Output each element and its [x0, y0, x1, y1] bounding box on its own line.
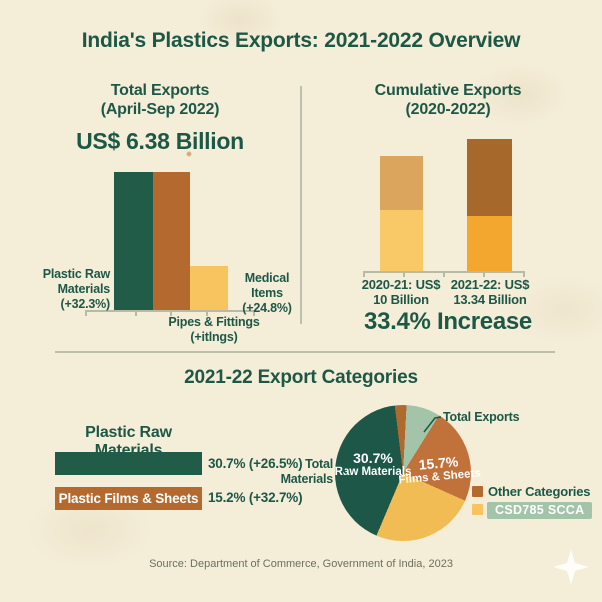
axis-tick — [523, 273, 525, 277]
pie-label-raw-materials: 30.7% Raw Materials — [334, 450, 412, 479]
axis-tick — [206, 312, 208, 316]
axis-tick — [170, 312, 172, 316]
axis-tick — [403, 273, 405, 277]
total-exports-value: US$ 6.38 Billion — [76, 128, 244, 154]
axis-tick — [363, 273, 365, 277]
cumulative-exports-heading: Cumulative Exports (2020-2022) — [374, 82, 522, 119]
axis-tick — [135, 312, 137, 316]
horizontal-divider — [55, 351, 555, 353]
legend-label-scca: CSD785 SCCA — [487, 502, 593, 519]
stacked-bar-segment — [467, 216, 512, 271]
bar-pipes-fittings — [190, 266, 228, 310]
grouped-bar-chart — [85, 172, 255, 310]
stacked-bar-2021-22 — [467, 139, 512, 271]
stacked-bar-2020-21 — [380, 156, 423, 271]
legend-swatch-yellow — [472, 504, 483, 515]
label-medical-items: Medical Items (+24.8%) — [242, 271, 292, 315]
legend-label-other-categories: Other Categories — [488, 484, 591, 499]
label-2021-22: 2021-22: US$ 13.34 Billion — [450, 277, 530, 308]
axis-tick — [443, 273, 445, 277]
total-exports-heading: Total Exports (April-Sep 2022) — [100, 82, 220, 119]
hbar-plastic-films-sheets: Plastic Films & Sheets — [55, 487, 202, 510]
hbar-plastic-raw-materials — [55, 452, 202, 475]
axis-tick — [85, 312, 87, 316]
page-title: India's Plastics Exports: 2021-2022 Over… — [81, 29, 521, 52]
axis-tick — [483, 273, 485, 277]
hbar2-inner-label: Plastic Films & Sheets — [58, 491, 199, 506]
stacked-bar-segment — [380, 156, 423, 210]
bar-plastic-raw-materials — [114, 172, 153, 310]
legend-swatch-other-categories — [472, 486, 483, 497]
left-chart-axis — [85, 310, 255, 316]
right-chart-axis — [363, 271, 525, 277]
source-text: Source: Department of Commerce, Governme… — [149, 558, 453, 570]
callout-total-materials: Total Materials — [280, 457, 334, 486]
export-categories-pie — [335, 405, 471, 541]
hbar1-value: 30.7% (+26.5%) — [208, 456, 303, 471]
axis-tick — [253, 312, 255, 316]
label-plastic-raw-materials: Plastic Raw Materials (+32.3%) — [42, 267, 110, 311]
label-pipes-fittings: Pipes & Fittings (+itlngs) — [168, 315, 260, 344]
export-categories-heading: 2021-22 Export Categories — [184, 367, 418, 388]
increase-value: 33.4% Increase — [364, 308, 532, 335]
sparkle-icon — [553, 549, 589, 585]
hbar2-value: 15.2% (+32.7%) — [208, 490, 303, 505]
callout-total-exports: Total Exports — [443, 410, 520, 424]
vertical-divider — [300, 86, 302, 324]
stacked-bar-segment — [467, 139, 512, 216]
bar-middle-category — [153, 172, 190, 310]
label-2020-21: 2020-21: US$ 10 Billion — [361, 277, 441, 308]
stacked-bar-segment — [380, 210, 423, 271]
